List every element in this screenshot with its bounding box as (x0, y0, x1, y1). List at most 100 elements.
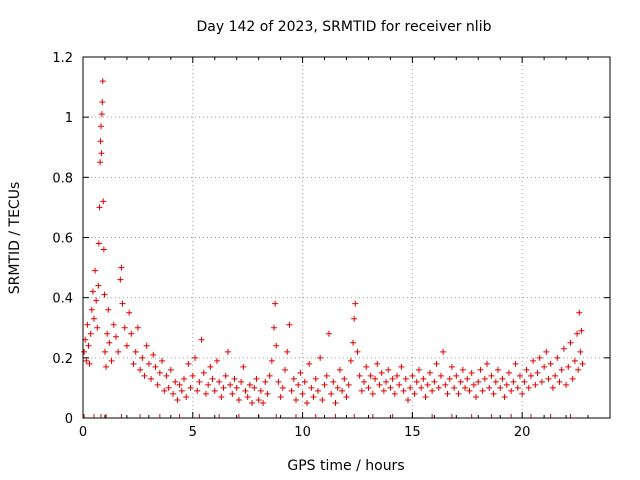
data-point (271, 324, 278, 331)
data-point (88, 306, 95, 313)
data-point (81, 348, 88, 355)
axis-ticks (82, 56, 610, 419)
data-point (332, 399, 339, 406)
data-point (577, 348, 584, 355)
data-point (275, 378, 282, 385)
data-point (396, 381, 403, 388)
data-point (418, 384, 425, 391)
data-point (159, 357, 166, 364)
data-point (545, 375, 552, 382)
x-axis-title: GPS time / hours (287, 458, 404, 474)
data-point (143, 342, 150, 349)
x-tick-label: 20 (514, 425, 531, 440)
plot-frame (82, 56, 611, 419)
data-point (99, 99, 106, 106)
chart-title: Day 142 of 2023, SRMTID for receiver nli… (197, 19, 492, 35)
data-point (400, 387, 407, 394)
data-point (385, 366, 392, 373)
data-point (426, 369, 433, 376)
data-point (339, 387, 346, 394)
data-point (134, 324, 141, 331)
data-point (117, 276, 124, 283)
data-point (277, 393, 284, 400)
data-point (189, 372, 196, 379)
data-point (565, 363, 572, 370)
data-point (516, 372, 523, 379)
data-point (139, 354, 146, 361)
data-point (194, 387, 201, 394)
data-point (235, 396, 242, 403)
data-point (156, 369, 163, 376)
data-point (323, 372, 330, 379)
data-point (365, 384, 372, 391)
data-point (257, 387, 264, 394)
data-point (420, 375, 427, 382)
data-point (560, 345, 567, 352)
data-point (292, 396, 299, 403)
data-point (260, 399, 267, 406)
data-point (369, 390, 376, 397)
data-point (464, 375, 471, 382)
y-tick-label: 0.8 (52, 171, 73, 186)
data-point (374, 360, 381, 367)
data-point (93, 297, 100, 304)
data-point (303, 399, 310, 406)
data-point (268, 357, 275, 364)
data-point (185, 360, 192, 367)
data-point (330, 378, 337, 385)
data-point (167, 366, 174, 373)
data-point (354, 348, 361, 355)
data-point (176, 381, 183, 388)
data-point (470, 381, 477, 388)
data-point (505, 369, 512, 376)
data-point (503, 381, 510, 388)
data-point (383, 378, 390, 385)
data-point (567, 339, 574, 346)
data-point (200, 369, 207, 376)
data-point (437, 372, 444, 379)
data-point (264, 390, 271, 397)
data-point (372, 375, 379, 382)
data-point (319, 396, 326, 403)
data-point (356, 372, 363, 379)
data-point (118, 264, 125, 271)
data-point (571, 357, 578, 364)
data-point (536, 354, 543, 361)
data-point (87, 330, 94, 337)
data-point (422, 393, 429, 400)
data-point (501, 393, 508, 400)
data-point (286, 321, 293, 328)
data-point (112, 333, 119, 340)
data-point (137, 366, 144, 373)
data-point (328, 390, 335, 397)
data-point (486, 384, 493, 391)
data-point (512, 360, 519, 367)
data-point (308, 384, 315, 391)
data-point (98, 111, 105, 118)
data-point (207, 363, 214, 370)
data-point (279, 384, 286, 391)
data-point (312, 375, 319, 382)
data-point (191, 354, 198, 361)
data-point (541, 363, 548, 370)
data-point (253, 375, 260, 382)
data-points (81, 78, 586, 406)
data-point (94, 324, 101, 331)
data-point (534, 369, 541, 376)
data-point (104, 330, 111, 337)
data-point (459, 366, 466, 373)
data-point (334, 384, 341, 391)
data-point (495, 366, 502, 373)
data-point (98, 150, 105, 157)
data-point (119, 300, 126, 307)
data-point (442, 381, 449, 388)
y-tick-label: 1 (65, 111, 73, 126)
data-point (484, 360, 491, 367)
data-point (367, 372, 374, 379)
data-point (499, 375, 506, 382)
data-point (352, 300, 359, 307)
data-point (345, 381, 352, 388)
data-point (532, 381, 539, 388)
data-point (556, 378, 563, 385)
data-point (508, 387, 515, 394)
